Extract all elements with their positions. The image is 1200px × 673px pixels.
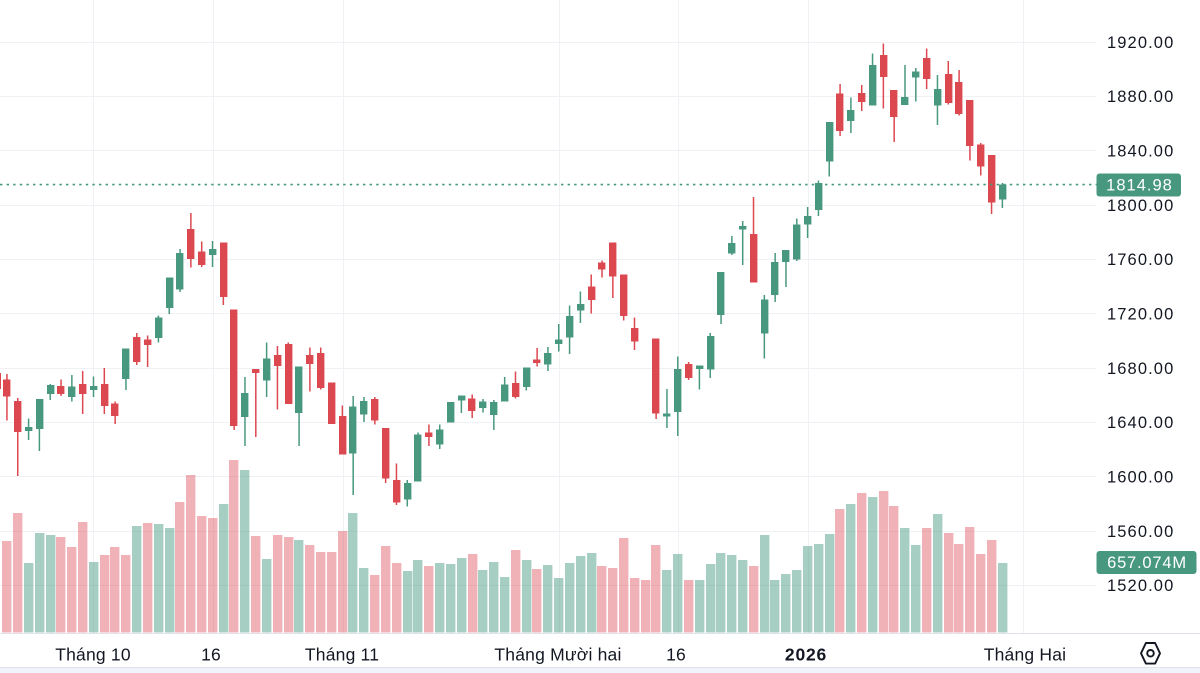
svg-text:1720.00: 1720.00: [1107, 306, 1174, 324]
svg-text:16: 16: [666, 645, 686, 665]
svg-text:1600.00: 1600.00: [1107, 469, 1174, 487]
svg-text:1520.00: 1520.00: [1107, 577, 1174, 595]
svg-text:Tháng 11: Tháng 11: [305, 645, 379, 665]
svg-text:Tháng Mười hai: Tháng Mười hai: [494, 645, 621, 665]
svg-text:1814.98: 1814.98: [1106, 177, 1173, 195]
svg-text:1680.00: 1680.00: [1107, 360, 1174, 378]
svg-text:Tháng Hai: Tháng Hai: [984, 645, 1067, 665]
svg-text:Tháng 10: Tháng 10: [55, 645, 131, 665]
svg-text:16: 16: [201, 645, 221, 665]
svg-text:1920.00: 1920.00: [1107, 34, 1174, 52]
svg-text:1800.00: 1800.00: [1107, 197, 1174, 215]
svg-text:1640.00: 1640.00: [1107, 414, 1174, 432]
svg-text:1760.00: 1760.00: [1107, 251, 1174, 269]
svg-text:1880.00: 1880.00: [1107, 88, 1174, 106]
svg-text:1560.00: 1560.00: [1107, 523, 1174, 541]
svg-text:2026: 2026: [785, 645, 827, 665]
svg-text:657.074M: 657.074M: [1107, 554, 1187, 572]
svg-text:1840.00: 1840.00: [1107, 143, 1174, 161]
